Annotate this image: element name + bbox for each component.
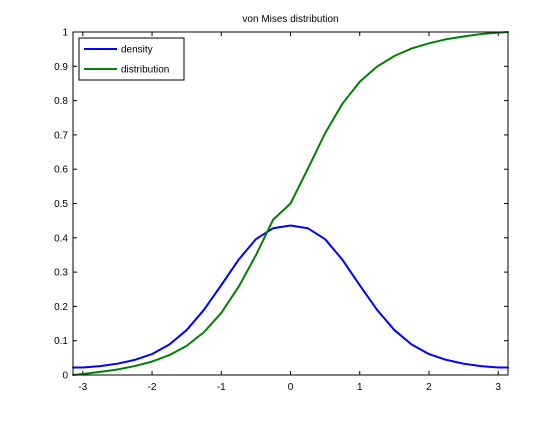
x-axis: -3 -2 -1 0 1 2 3 <box>78 32 501 393</box>
y-tick-label: 0.5 <box>54 199 68 210</box>
series-line-density <box>72 224 509 369</box>
x-tick-label: -1 <box>217 382 226 393</box>
y-tick-label: 0.8 <box>54 96 68 107</box>
chart-title: von Mises distribution <box>242 14 338 25</box>
legend-label-distribution: distribution <box>121 65 169 76</box>
y-tick-label: 0.7 <box>54 130 68 141</box>
y-tick-label: 0.6 <box>54 165 68 176</box>
series-line-distribution <box>72 31 509 376</box>
y-tick-label: 0.4 <box>54 233 68 244</box>
x-tick-label: 0 <box>288 382 294 393</box>
y-tick-label: 0.3 <box>54 268 68 279</box>
y-tick-label: 0.9 <box>54 62 68 73</box>
legend-label-density: density <box>121 45 153 56</box>
series-layer <box>72 31 509 376</box>
x-tick-label: 2 <box>426 382 432 393</box>
plot-frame <box>72 31 509 376</box>
legend: density distribution <box>78 37 185 81</box>
x-tick-label: 1 <box>357 382 363 393</box>
x-tick-label: -3 <box>78 382 87 393</box>
x-tick-label: 3 <box>495 382 501 393</box>
legend-box <box>78 37 185 81</box>
y-tick-label: 1 <box>62 28 68 39</box>
x-tick-label: -2 <box>148 382 157 393</box>
y-tick-label: 0.1 <box>54 336 68 347</box>
y-tick-label: 0.2 <box>54 302 68 313</box>
y-tick-label: 0 <box>62 371 68 382</box>
